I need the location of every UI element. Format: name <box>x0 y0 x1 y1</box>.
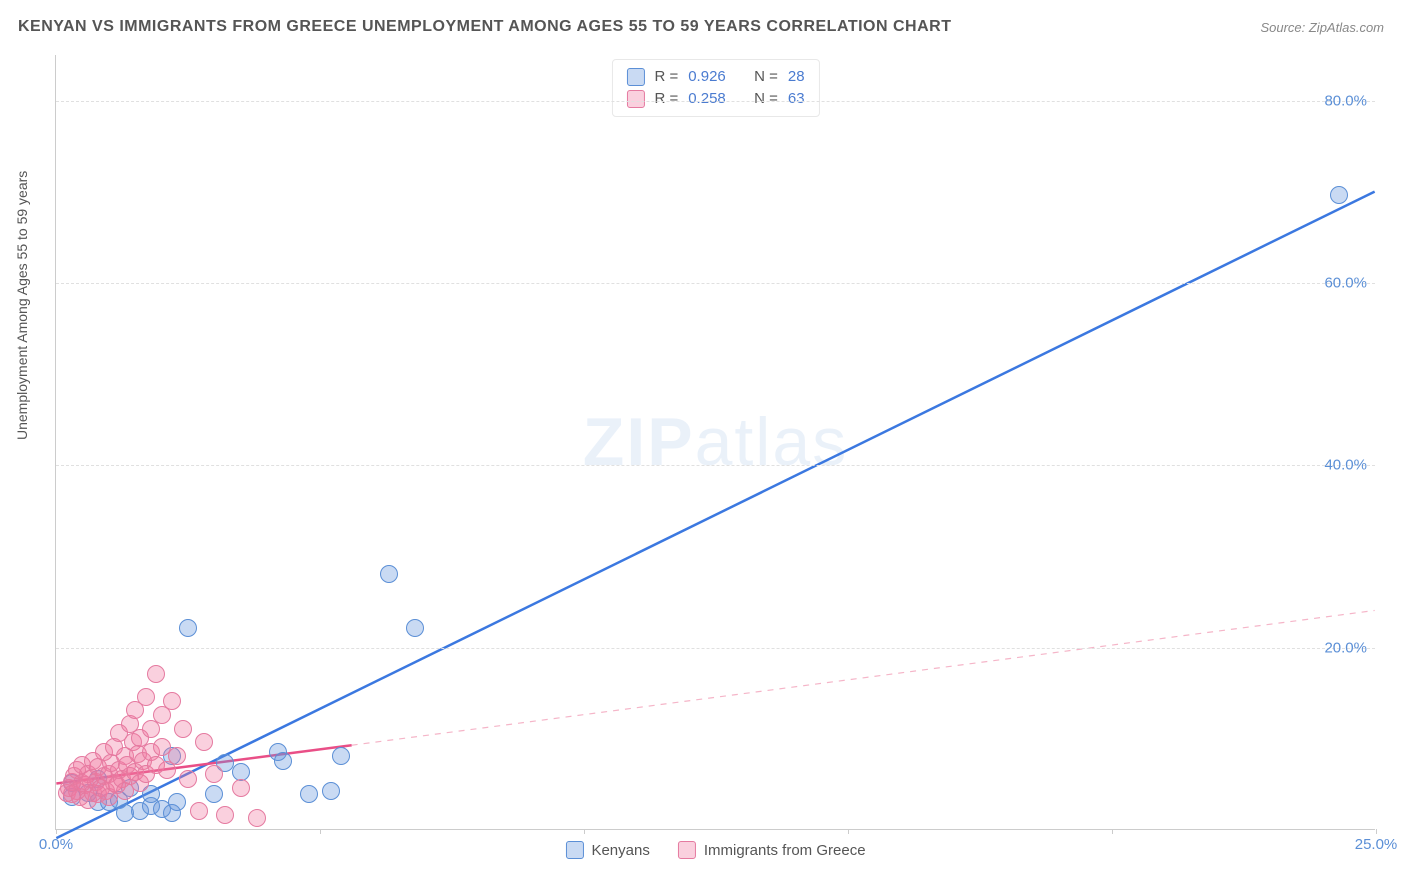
data-point <box>163 692 181 710</box>
y-tick-label: 80.0% <box>1324 92 1367 109</box>
x-tick-label: 25.0% <box>1355 836 1398 853</box>
y-tick-label: 20.0% <box>1324 639 1367 656</box>
data-point <box>332 747 350 765</box>
source-attribution: Source: ZipAtlas.com <box>1260 20 1384 35</box>
y-axis-label: Unemployment Among Ages 55 to 59 years <box>14 171 30 440</box>
x-tick-mark <box>848 829 849 834</box>
chart-title: KENYAN VS IMMIGRANTS FROM GREECE UNEMPLO… <box>18 18 951 36</box>
legend-label: Kenyans <box>591 842 649 859</box>
x-tick-mark <box>1376 829 1377 834</box>
data-point <box>179 619 197 637</box>
data-point <box>205 785 223 803</box>
gridline <box>56 283 1375 284</box>
legend-item: Kenyans <box>565 841 649 859</box>
data-point <box>406 619 424 637</box>
watermark-text: ZIPatlas <box>583 403 848 481</box>
legend-row: R = 0.926 N = 28 <box>626 66 804 88</box>
x-tick-mark <box>320 829 321 834</box>
data-point <box>300 785 318 803</box>
data-point <box>168 793 186 811</box>
data-point <box>195 733 213 751</box>
data-point <box>137 688 155 706</box>
data-point <box>205 765 223 783</box>
y-tick-label: 40.0% <box>1324 457 1367 474</box>
data-point <box>168 747 186 765</box>
data-point <box>174 720 192 738</box>
data-point <box>274 752 292 770</box>
regression-lines-layer <box>56 55 1375 829</box>
gridline <box>56 465 1375 466</box>
data-point <box>179 770 197 788</box>
legend-item: Immigrants from Greece <box>678 841 866 859</box>
legend-swatch <box>565 841 583 859</box>
data-point <box>232 779 250 797</box>
series-legend: Kenyans Immigrants from Greece <box>565 841 865 859</box>
gridline <box>56 648 1375 649</box>
data-point <box>322 782 340 800</box>
data-point <box>380 565 398 583</box>
legend-swatch <box>626 90 644 108</box>
legend-label: Immigrants from Greece <box>704 842 866 859</box>
data-point <box>147 665 165 683</box>
legend-swatch <box>678 841 696 859</box>
legend-row: R = 0.258 N = 63 <box>626 88 804 110</box>
x-tick-label: 0.0% <box>39 836 73 853</box>
scatter-chart: ZIPatlas R = 0.926 N = 28 R = 0.258 N = … <box>55 55 1375 830</box>
data-point <box>1330 186 1348 204</box>
x-tick-mark <box>56 829 57 834</box>
x-tick-mark <box>584 829 585 834</box>
correlation-legend: R = 0.926 N = 28 R = 0.258 N = 63 <box>611 59 819 117</box>
data-point <box>248 809 266 827</box>
legend-swatch <box>626 68 644 86</box>
gridline <box>56 101 1375 102</box>
data-point <box>190 802 208 820</box>
x-tick-mark <box>1112 829 1113 834</box>
data-point <box>216 806 234 824</box>
y-tick-label: 60.0% <box>1324 274 1367 291</box>
